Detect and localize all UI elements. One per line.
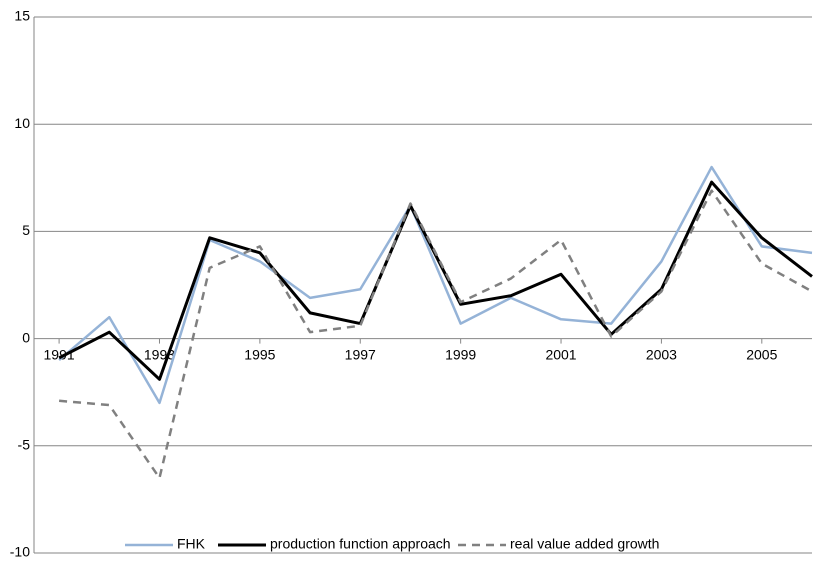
- y-tick-label: 5: [22, 222, 30, 238]
- y-tick-label: -5: [18, 437, 31, 453]
- legend-label: real value added growth: [510, 536, 659, 552]
- x-tick-label: 2003: [646, 346, 677, 362]
- series-line: [58, 165, 813, 405]
- x-tick-label: 1995: [244, 346, 275, 362]
- x-tick-label: 1991: [44, 346, 75, 362]
- x-tick-label: 1997: [345, 346, 376, 362]
- x-tick-label: 2005: [746, 346, 777, 362]
- legend-label: FHK: [177, 536, 206, 552]
- y-tick-label: 10: [14, 115, 30, 131]
- y-tick-label: 0: [22, 329, 30, 345]
- x-tick-label: 1999: [445, 346, 476, 362]
- x-tick-label: 2001: [545, 346, 576, 362]
- y-tick-label: -10: [10, 544, 30, 560]
- legend-label: production function approach: [270, 536, 451, 552]
- series-line: [58, 189, 813, 480]
- y-tick-label: 15: [14, 8, 30, 24]
